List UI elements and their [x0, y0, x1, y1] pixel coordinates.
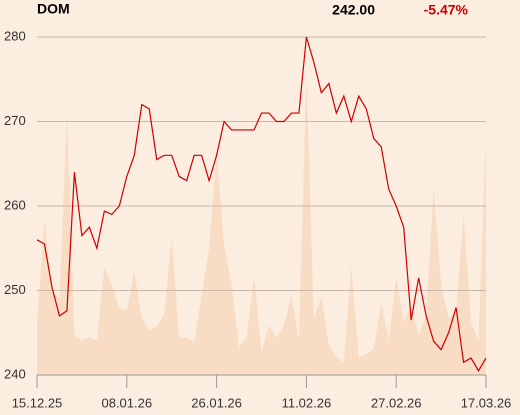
x-tick-label: 26.01.26 [191, 395, 242, 410]
price-line [36, 36, 487, 372]
y-tick-label: 250 [4, 282, 26, 297]
ticker: DOM [37, 1, 70, 17]
y-tick-label: 280 [4, 28, 26, 43]
volume-area [37, 75, 486, 376]
y-tick-label: 240 [4, 366, 26, 381]
x-tick-label: 27.02.26 [371, 395, 422, 410]
y-tick-label: 270 [4, 113, 26, 128]
change: -5.47% [424, 2, 469, 18]
y-tick-label: 260 [4, 197, 26, 212]
x-tick-label: 08.01.26 [101, 395, 152, 410]
x-tick-label: 17.03.26 [461, 395, 512, 410]
price: 242.00 [332, 2, 375, 18]
x-tick-label: 11.02.26 [282, 395, 332, 410]
x-tick-label: 15.12.25 [12, 395, 63, 410]
